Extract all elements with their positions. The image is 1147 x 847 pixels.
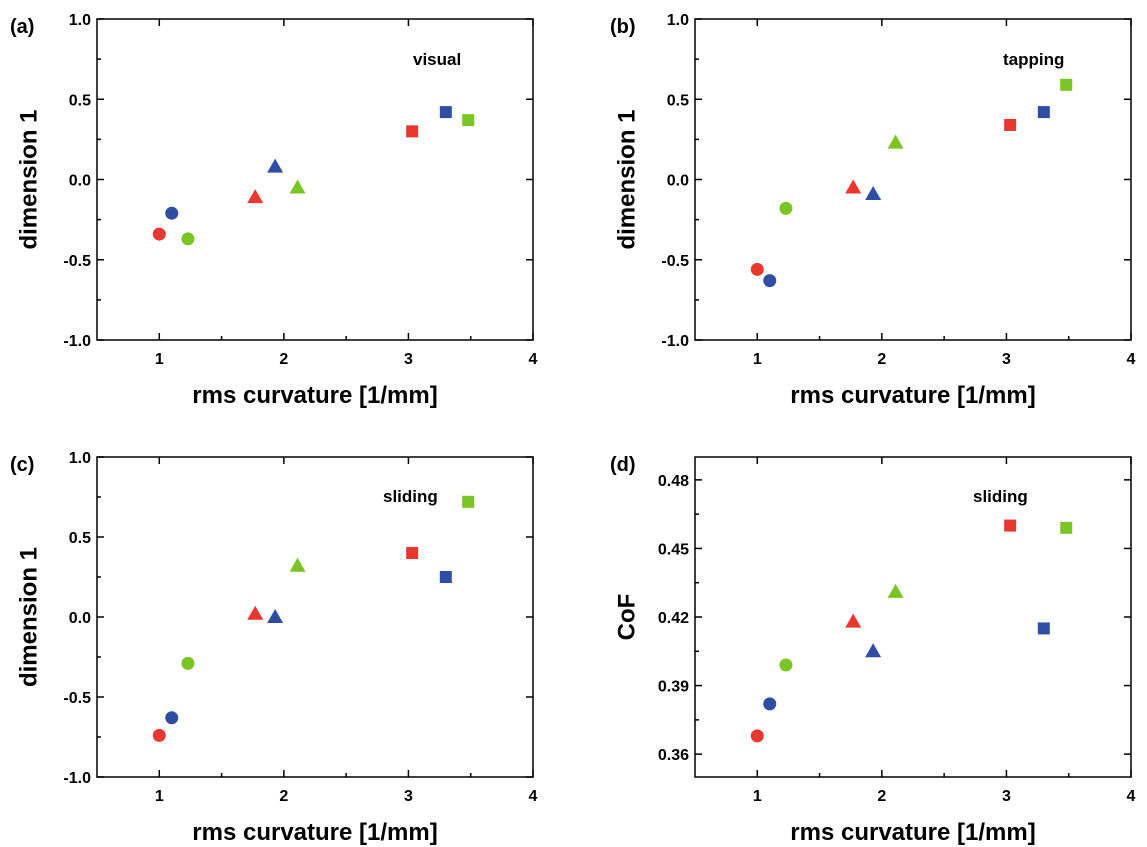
panel-d: 1 2 3 4 0.36 0.39 0.42 0.45 0.48 rms curvature [1… [610, 454, 1136, 846]
panel-letter: (c) [10, 454, 34, 476]
data-point-green-circle [779, 201, 793, 215]
x-axis-label: rms curvature [1/mm] [192, 382, 437, 409]
plot-frame [96, 18, 534, 341]
data-point-red-circle [152, 728, 166, 742]
x-tick-label: 4 [529, 788, 538, 805]
x-tick-label: 1 [155, 351, 164, 368]
data-point-red-square [406, 547, 419, 559]
data-point-green-square [1060, 521, 1073, 534]
data-point-blue-triangle [267, 158, 284, 173]
y-tick-label: 0.42 [658, 610, 689, 627]
data-point-red-square [1004, 519, 1017, 532]
y-axis-label: dimension 1 [15, 547, 42, 687]
x-tick-label: 1 [753, 788, 762, 805]
data-point-blue-square [1037, 106, 1050, 119]
x-tick-label: 4 [529, 351, 538, 368]
panel-letter: (b) [610, 16, 636, 38]
panel-a: 1 2 3 4 -1.0 -0.5 0.0 0.5 1.0 rms curvature [1/mm… [10, 12, 538, 409]
y-tick-label: -1.0 [63, 333, 91, 350]
x-tick-label: 4 [1127, 788, 1136, 805]
x-tick-label: 3 [1002, 788, 1011, 805]
y-tick-label: 0.5 [69, 530, 91, 547]
data-point-green-square [1060, 78, 1073, 91]
x-tick-label: 2 [279, 351, 288, 368]
y-tick-label: -0.5 [63, 690, 91, 707]
data-point-red-square [406, 125, 419, 138]
data-point-green-circle [181, 232, 195, 246]
y-tick-label: 0.36 [658, 747, 689, 764]
plot-frame [694, 456, 1132, 778]
data-point-blue-triangle [267, 609, 284, 623]
data-point-red-triangle [845, 613, 862, 628]
panel-c: 1 2 3 4 -1.0 -0.5 0.0 0.5 1.0 rms curvature [1/mm… [10, 450, 538, 846]
y-axis-label: CoF [613, 594, 640, 641]
x-tick-label: 1 [155, 788, 164, 805]
data-point-red-square [1004, 118, 1017, 131]
y-tick-label: 0.48 [658, 473, 689, 490]
y-tick-label: -0.5 [661, 253, 689, 270]
data-point-blue-triangle [865, 185, 882, 200]
data-point-blue-square [439, 106, 452, 119]
data-point-green-square [462, 495, 475, 508]
y-tick-label: -1.0 [661, 333, 689, 350]
data-point-red-circle [750, 729, 764, 743]
data-point-blue-circle [165, 206, 179, 220]
data-point-blue-circle [763, 697, 777, 711]
data-point-blue-triangle [865, 643, 882, 658]
y-tick-label: 0.0 [69, 610, 91, 627]
y-tick-label: 1.0 [69, 450, 91, 467]
panel-letter: (a) [10, 16, 34, 38]
y-tick-label: 0.5 [69, 92, 91, 109]
y-tick-label: 0.39 [658, 679, 689, 696]
data-point-green-triangle [289, 557, 306, 572]
data-point-red-triangle [247, 605, 264, 620]
data-point-blue-circle [763, 274, 777, 288]
y-tick-label: 1.0 [69, 12, 91, 29]
data-point-green-triangle [887, 583, 904, 598]
data-point-green-circle [181, 656, 195, 670]
x-axis-label: rms curvature [1/mm] [790, 382, 1035, 409]
data-point-blue-square [1037, 622, 1050, 635]
x-axis-label: rms curvature [1/mm] [790, 819, 1035, 846]
condition-annotation: sliding [383, 487, 438, 506]
y-tick-label: 0.0 [667, 173, 689, 190]
panel-b: 1 2 3 4 -1.0 -0.5 0.0 0.5 1.0 rms curvature [1/mm… [610, 12, 1136, 409]
data-point-blue-square [439, 571, 452, 583]
data-point-green-square [462, 114, 475, 127]
y-tick-label: -0.5 [63, 253, 91, 270]
y-tick-label: 0.45 [658, 541, 689, 558]
x-tick-label: 2 [279, 788, 288, 805]
y-tick-label: 0.5 [667, 92, 689, 109]
x-tick-label: 2 [877, 788, 886, 805]
y-axis-label: dimension 1 [613, 109, 640, 249]
data-point-red-circle [750, 262, 764, 276]
y-axis-label: dimension 1 [15, 109, 42, 249]
y-tick-label: 1.0 [667, 12, 689, 29]
x-tick-label: 3 [404, 788, 413, 805]
data-point-red-circle [152, 227, 166, 241]
x-tick-label: 3 [404, 351, 413, 368]
x-tick-label: 3 [1002, 351, 1011, 368]
data-point-blue-circle [165, 711, 179, 725]
condition-annotation: sliding [973, 487, 1028, 506]
data-point-green-triangle [887, 134, 904, 149]
x-tick-label: 2 [877, 351, 886, 368]
data-point-green-circle [779, 658, 793, 672]
condition-annotation: tapping [1003, 50, 1064, 69]
y-tick-label: -1.0 [63, 770, 91, 787]
panel-letter: (d) [610, 454, 636, 476]
plot-frame [694, 18, 1132, 341]
data-point-green-triangle [289, 179, 306, 194]
x-axis-label: rms curvature [1/mm] [192, 819, 437, 846]
data-point-red-triangle [247, 189, 264, 204]
condition-annotation: visual [413, 50, 461, 69]
y-tick-label: 0.0 [69, 173, 91, 190]
data-point-red-triangle [845, 179, 862, 194]
x-tick-label: 4 [1127, 351, 1136, 368]
x-tick-label: 1 [753, 351, 762, 368]
